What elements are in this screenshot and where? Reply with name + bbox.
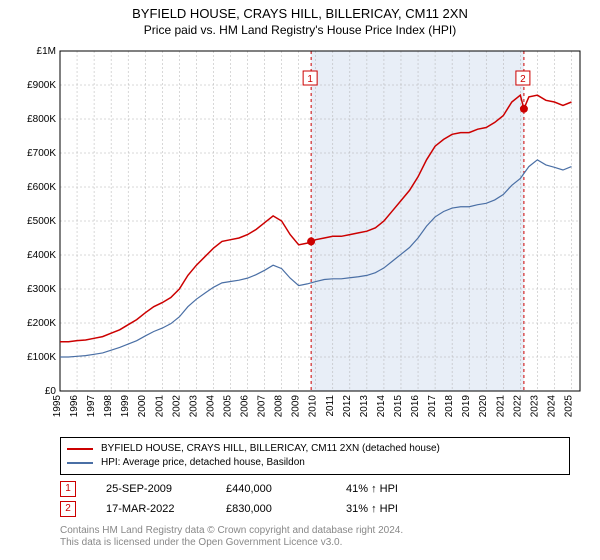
- svg-text:2013: 2013: [359, 395, 370, 418]
- transaction-delta-2: 31% ↑ HPI: [346, 503, 436, 515]
- chart-plot-area: £0£100K£200K£300K£400K£500K£600K£700K£80…: [10, 41, 590, 431]
- svg-text:2020: 2020: [478, 395, 489, 418]
- svg-text:2006: 2006: [240, 395, 251, 418]
- svg-text:2014: 2014: [376, 395, 387, 418]
- svg-text:2: 2: [520, 74, 526, 85]
- svg-text:2001: 2001: [154, 395, 165, 418]
- transaction-price-1: £440,000: [226, 483, 316, 495]
- svg-text:2021: 2021: [495, 395, 506, 418]
- svg-text:2015: 2015: [393, 395, 404, 418]
- svg-text:2003: 2003: [188, 395, 199, 418]
- transaction-row-2: 2 17-MAR-2022 £830,000 31% ↑ HPI: [60, 499, 570, 519]
- svg-text:2018: 2018: [444, 395, 455, 418]
- transaction-price-2: £830,000: [226, 503, 316, 515]
- svg-text:1999: 1999: [120, 395, 131, 418]
- svg-text:£600K: £600K: [27, 182, 56, 193]
- transaction-date-2: 17-MAR-2022: [106, 503, 196, 515]
- transaction-badge-2: 2: [60, 501, 76, 517]
- chart-subtitle: Price paid vs. HM Land Registry's House …: [0, 21, 600, 41]
- svg-text:2012: 2012: [342, 395, 353, 418]
- legend-row-2: HPI: Average price, detached house, Basi…: [67, 456, 563, 470]
- legend-label-2: HPI: Average price, detached house, Basi…: [101, 456, 305, 470]
- legend-box: BYFIELD HOUSE, CRAYS HILL, BILLERICAY, C…: [60, 437, 570, 475]
- svg-text:£1M: £1M: [37, 46, 56, 57]
- svg-text:2023: 2023: [529, 395, 540, 418]
- transactions-table: 1 25-SEP-2009 £440,000 41% ↑ HPI 2 17-MA…: [60, 479, 570, 519]
- svg-text:2009: 2009: [291, 395, 302, 418]
- legend-label-1: BYFIELD HOUSE, CRAYS HILL, BILLERICAY, C…: [101, 442, 440, 456]
- svg-text:£700K: £700K: [27, 148, 56, 159]
- transaction-date-1: 25-SEP-2009: [106, 483, 196, 495]
- svg-text:2000: 2000: [137, 395, 148, 418]
- svg-text:2016: 2016: [410, 395, 421, 418]
- svg-text:2007: 2007: [257, 395, 268, 418]
- svg-text:£100K: £100K: [27, 352, 56, 363]
- chart-container: BYFIELD HOUSE, CRAYS HILL, BILLERICAY, C…: [0, 0, 600, 560]
- transaction-row-1: 1 25-SEP-2009 £440,000 41% ↑ HPI: [60, 479, 570, 499]
- svg-text:1: 1: [307, 74, 313, 85]
- svg-text:2022: 2022: [512, 395, 523, 418]
- svg-text:£900K: £900K: [27, 80, 56, 91]
- svg-text:1995: 1995: [52, 395, 63, 418]
- svg-text:2025: 2025: [563, 395, 574, 418]
- svg-text:£400K: £400K: [27, 250, 56, 261]
- svg-text:2017: 2017: [427, 395, 438, 418]
- legend-swatch-1: [67, 448, 93, 450]
- chart-title: BYFIELD HOUSE, CRAYS HILL, BILLERICAY, C…: [0, 0, 600, 21]
- svg-text:1998: 1998: [103, 395, 114, 418]
- svg-text:2005: 2005: [222, 395, 233, 418]
- footer-line-2: This data is licensed under the Open Gov…: [60, 537, 570, 549]
- svg-text:2002: 2002: [171, 395, 182, 418]
- legend-swatch-2: [67, 462, 93, 464]
- chart-svg: £0£100K£200K£300K£400K£500K£600K£700K£80…: [10, 41, 590, 431]
- svg-text:1997: 1997: [86, 395, 97, 418]
- svg-text:2019: 2019: [461, 395, 472, 418]
- transaction-badge-1: 1: [60, 481, 76, 497]
- footer-line-1: Contains HM Land Registry data © Crown c…: [60, 525, 570, 537]
- transaction-delta-1: 41% ↑ HPI: [346, 483, 436, 495]
- svg-text:2008: 2008: [274, 395, 285, 418]
- svg-text:1996: 1996: [69, 395, 80, 418]
- svg-text:2010: 2010: [308, 395, 319, 418]
- footer-attribution: Contains HM Land Registry data © Crown c…: [60, 525, 570, 549]
- svg-text:£200K: £200K: [27, 318, 56, 329]
- svg-text:£800K: £800K: [27, 114, 56, 125]
- svg-text:2011: 2011: [325, 395, 336, 417]
- legend-row-1: BYFIELD HOUSE, CRAYS HILL, BILLERICAY, C…: [67, 442, 563, 456]
- svg-text:£300K: £300K: [27, 284, 56, 295]
- svg-text:2024: 2024: [546, 395, 557, 418]
- svg-text:£500K: £500K: [27, 216, 56, 227]
- svg-text:2004: 2004: [205, 395, 216, 418]
